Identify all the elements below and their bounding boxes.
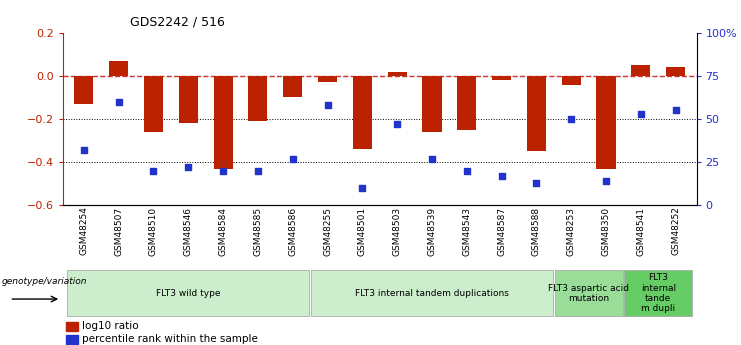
- FancyBboxPatch shape: [554, 270, 622, 316]
- Bar: [248, 76, 268, 121]
- Point: [391, 121, 403, 127]
- Text: GSM48507: GSM48507: [114, 207, 123, 256]
- Text: FLT3 aspartic acid
mutation: FLT3 aspartic acid mutation: [548, 284, 629, 303]
- Bar: [666, 67, 685, 76]
- Text: GSM48255: GSM48255: [323, 207, 332, 256]
- Text: GSM48585: GSM48585: [253, 207, 262, 256]
- Point: [147, 168, 159, 174]
- Bar: [457, 76, 476, 130]
- Bar: [388, 71, 407, 76]
- Text: FLT3 internal tandem duplications: FLT3 internal tandem duplications: [355, 289, 509, 298]
- Text: GSM48350: GSM48350: [602, 207, 611, 256]
- Bar: [213, 76, 233, 169]
- Bar: [283, 76, 302, 97]
- Point: [496, 173, 508, 179]
- Bar: [66, 322, 78, 331]
- Text: GSM48584: GSM48584: [219, 207, 227, 256]
- Bar: [144, 76, 163, 132]
- Point: [565, 116, 577, 122]
- Bar: [179, 76, 198, 123]
- Point: [461, 168, 473, 174]
- FancyBboxPatch shape: [67, 270, 310, 316]
- Point: [252, 168, 264, 174]
- Point: [78, 147, 90, 153]
- Bar: [527, 76, 546, 151]
- Text: GSM48539: GSM48539: [428, 207, 436, 256]
- Text: GSM48543: GSM48543: [462, 207, 471, 256]
- FancyBboxPatch shape: [310, 270, 553, 316]
- Point: [182, 165, 194, 170]
- Text: FLT3 wild type: FLT3 wild type: [156, 289, 221, 298]
- Text: GSM48252: GSM48252: [671, 207, 680, 255]
- Bar: [492, 76, 511, 80]
- Text: log10 ratio: log10 ratio: [82, 322, 139, 331]
- Bar: [74, 76, 93, 104]
- Point: [287, 156, 299, 161]
- Text: GSM48586: GSM48586: [288, 207, 297, 256]
- Text: GDS2242 / 516: GDS2242 / 516: [130, 16, 225, 29]
- Bar: [353, 76, 372, 149]
- Point: [635, 111, 647, 117]
- Point: [426, 156, 438, 161]
- Text: GSM48254: GSM48254: [79, 207, 88, 255]
- Point: [322, 102, 333, 108]
- Text: GSM48546: GSM48546: [184, 207, 193, 256]
- Text: percentile rank within the sample: percentile rank within the sample: [82, 334, 258, 344]
- Text: GSM48588: GSM48588: [532, 207, 541, 256]
- Text: GSM48253: GSM48253: [567, 207, 576, 256]
- Text: GSM48501: GSM48501: [358, 207, 367, 256]
- Text: FLT3
internal
tande
m dupli: FLT3 internal tande m dupli: [641, 273, 676, 313]
- Bar: [109, 61, 128, 76]
- Bar: [66, 335, 78, 344]
- Text: GSM48510: GSM48510: [149, 207, 158, 256]
- Point: [356, 185, 368, 191]
- Bar: [631, 65, 651, 76]
- Point: [600, 178, 612, 184]
- Point: [217, 168, 229, 174]
- Bar: [318, 76, 337, 82]
- Point: [113, 99, 124, 105]
- Text: GSM48541: GSM48541: [637, 207, 645, 256]
- Text: GSM48503: GSM48503: [393, 207, 402, 256]
- Bar: [422, 76, 442, 132]
- Bar: [562, 76, 581, 85]
- Bar: [597, 76, 616, 169]
- FancyBboxPatch shape: [624, 270, 692, 316]
- Text: GSM48587: GSM48587: [497, 207, 506, 256]
- Text: genotype/variation: genotype/variation: [1, 277, 87, 286]
- Point: [531, 180, 542, 186]
- Point: [670, 108, 682, 113]
